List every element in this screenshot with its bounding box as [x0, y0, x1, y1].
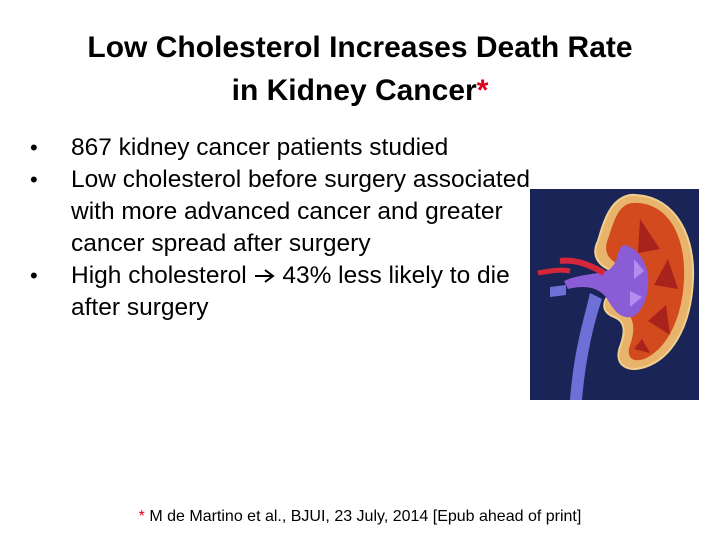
bullet-list: • 867 kidney cancer patients studied • L… — [30, 132, 530, 324]
title-line-1: Low Cholesterol Increases Death Rate — [87, 31, 633, 64]
kidney-illustration-svg — [530, 189, 699, 400]
bullet-item: • 867 kidney cancer patients studied — [30, 132, 530, 164]
citation-footnote: * M de Martino et al., BJUI, 23 July, 20… — [0, 508, 720, 526]
title-line-2-text: in Kidney Cancer — [231, 74, 477, 107]
kidney-cross-section-illustration — [530, 189, 699, 400]
footnote-text: M de Martino et al., BJUI, 23 July, 2014… — [149, 508, 582, 525]
bullet-text: Low cholesterol before surgery associate… — [71, 166, 530, 257]
footnote-asterisk: * — [138, 508, 145, 525]
bullet-text-before-arrow: High cholesterol — [71, 262, 247, 289]
slide-title: Low Cholesterol Increases Death Rate in … — [20, 26, 700, 112]
bullet-item: • Low cholesterol before surgery associa… — [30, 164, 530, 260]
bullet-dot-icon: • — [30, 263, 38, 288]
bullet-text-after-arrow: 43% less likely to die after surgery — [71, 262, 510, 321]
bullet-dot-icon: • — [30, 135, 38, 160]
bullet-item: • High cholesterol 43% less likely to di… — [30, 260, 530, 324]
bullet-text: 867 kidney cancer patients studied — [71, 134, 449, 161]
bullet-dot-icon: • — [30, 167, 38, 192]
title-line-2: in Kidney Cancer* — [20, 69, 700, 112]
title-asterisk: * — [476, 74, 489, 107]
right-arrow-icon — [254, 269, 275, 283]
